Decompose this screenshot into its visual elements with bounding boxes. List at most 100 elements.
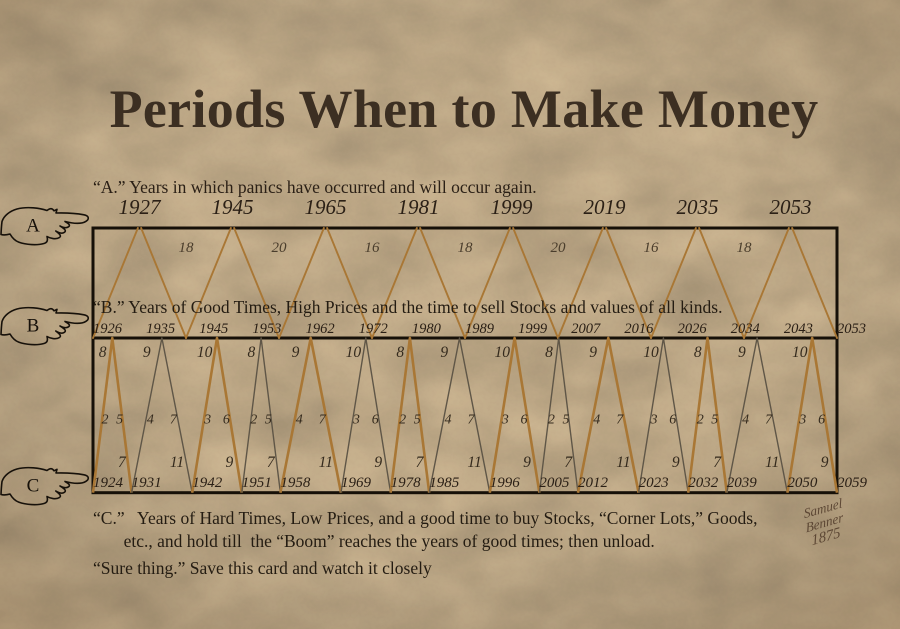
- svg-text:10: 10: [792, 344, 808, 361]
- svg-text:5: 5: [563, 412, 570, 427]
- svg-text:2032: 2032: [688, 475, 719, 491]
- svg-text:6: 6: [521, 412, 528, 427]
- svg-text:20: 20: [551, 240, 567, 256]
- svg-text:7: 7: [267, 454, 276, 471]
- svg-text:1969: 1969: [341, 475, 372, 491]
- svg-text:2: 2: [697, 412, 704, 427]
- svg-text:9: 9: [589, 344, 597, 361]
- svg-text:11: 11: [170, 454, 184, 471]
- svg-text:2005: 2005: [539, 475, 570, 491]
- svg-text:7: 7: [468, 412, 476, 427]
- svg-text:2039: 2039: [727, 475, 758, 491]
- svg-text:7: 7: [765, 412, 773, 427]
- svg-text:10: 10: [643, 344, 659, 361]
- svg-text:10: 10: [346, 344, 362, 361]
- svg-text:7: 7: [319, 412, 327, 427]
- svg-text:1985: 1985: [429, 475, 460, 491]
- svg-text:2: 2: [250, 412, 257, 427]
- svg-text:4: 4: [445, 412, 452, 427]
- svg-text:1972: 1972: [359, 321, 388, 337]
- svg-text:1978: 1978: [391, 475, 422, 491]
- svg-text:3: 3: [650, 412, 658, 427]
- svg-text:8: 8: [99, 344, 107, 361]
- svg-text:1931: 1931: [132, 475, 162, 491]
- svg-text:B: B: [27, 316, 40, 337]
- svg-text:6: 6: [669, 412, 676, 427]
- svg-text:8: 8: [694, 344, 702, 361]
- svg-text:9: 9: [374, 454, 382, 471]
- svg-text:9: 9: [226, 454, 234, 471]
- svg-text:2012: 2012: [578, 475, 609, 491]
- svg-text:1951: 1951: [242, 475, 272, 491]
- svg-text:1953: 1953: [252, 321, 281, 337]
- svg-text:11: 11: [467, 454, 481, 471]
- svg-text:4: 4: [742, 412, 749, 427]
- svg-text:16: 16: [644, 240, 660, 256]
- svg-text:1999: 1999: [518, 321, 548, 337]
- svg-text:18: 18: [458, 240, 474, 256]
- svg-text:9: 9: [143, 344, 151, 361]
- svg-text:10: 10: [494, 344, 510, 361]
- svg-text:7: 7: [713, 454, 722, 471]
- svg-text:1942: 1942: [192, 475, 223, 491]
- svg-text:2053: 2053: [770, 195, 812, 219]
- svg-text:4: 4: [147, 412, 154, 427]
- svg-text:7: 7: [416, 454, 425, 471]
- svg-text:1924: 1924: [93, 475, 124, 491]
- svg-text:2016: 2016: [624, 321, 654, 337]
- svg-text:6: 6: [372, 412, 379, 427]
- svg-text:1980: 1980: [412, 321, 442, 337]
- svg-text:1965: 1965: [305, 195, 347, 219]
- svg-text:1926: 1926: [93, 321, 123, 337]
- svg-text:10: 10: [197, 344, 213, 361]
- svg-text:1927: 1927: [119, 195, 163, 219]
- svg-text:18: 18: [179, 240, 195, 256]
- svg-text:4: 4: [296, 412, 303, 427]
- svg-text:5: 5: [116, 412, 123, 427]
- svg-text:2: 2: [399, 412, 406, 427]
- svg-text:7: 7: [616, 412, 624, 427]
- svg-text:8: 8: [396, 344, 404, 361]
- svg-text:9: 9: [292, 344, 300, 361]
- svg-text:2043: 2043: [784, 321, 813, 337]
- svg-text:1989: 1989: [465, 321, 495, 337]
- svg-text:5: 5: [414, 412, 421, 427]
- svg-text:7: 7: [118, 454, 127, 471]
- svg-text:1999: 1999: [491, 195, 534, 219]
- svg-text:6: 6: [223, 412, 230, 427]
- svg-text:11: 11: [765, 454, 779, 471]
- svg-text:A: A: [26, 216, 40, 237]
- svg-text:9: 9: [672, 454, 680, 471]
- svg-text:18: 18: [737, 240, 753, 256]
- svg-text:1958: 1958: [280, 475, 311, 491]
- svg-text:2050: 2050: [787, 475, 818, 491]
- svg-text:2026: 2026: [678, 321, 708, 337]
- svg-text:5: 5: [265, 412, 272, 427]
- svg-text:8: 8: [545, 344, 553, 361]
- svg-text:2007: 2007: [571, 321, 601, 337]
- svg-text:5: 5: [711, 412, 718, 427]
- svg-text:4: 4: [593, 412, 600, 427]
- svg-text:9: 9: [440, 344, 448, 361]
- svg-text:3: 3: [352, 412, 360, 427]
- svg-text:6: 6: [818, 412, 825, 427]
- svg-text:C: C: [27, 476, 40, 497]
- svg-text:3: 3: [501, 412, 509, 427]
- svg-text:3: 3: [203, 412, 211, 427]
- svg-text:9: 9: [523, 454, 531, 471]
- svg-text:7: 7: [564, 454, 573, 471]
- svg-text:2: 2: [548, 412, 555, 427]
- svg-text:9: 9: [738, 344, 746, 361]
- svg-text:1996: 1996: [490, 475, 521, 491]
- svg-text:9: 9: [821, 454, 829, 471]
- svg-text:2023: 2023: [639, 475, 669, 491]
- svg-text:2059: 2059: [837, 475, 868, 491]
- svg-text:2035: 2035: [677, 195, 719, 219]
- svg-text:1935: 1935: [146, 321, 175, 337]
- svg-text:1945: 1945: [199, 321, 228, 337]
- svg-text:1981: 1981: [398, 195, 440, 219]
- svg-text:1962: 1962: [306, 321, 335, 337]
- svg-text:11: 11: [319, 454, 333, 471]
- svg-text:7: 7: [170, 412, 178, 427]
- svg-text:1945: 1945: [212, 195, 254, 219]
